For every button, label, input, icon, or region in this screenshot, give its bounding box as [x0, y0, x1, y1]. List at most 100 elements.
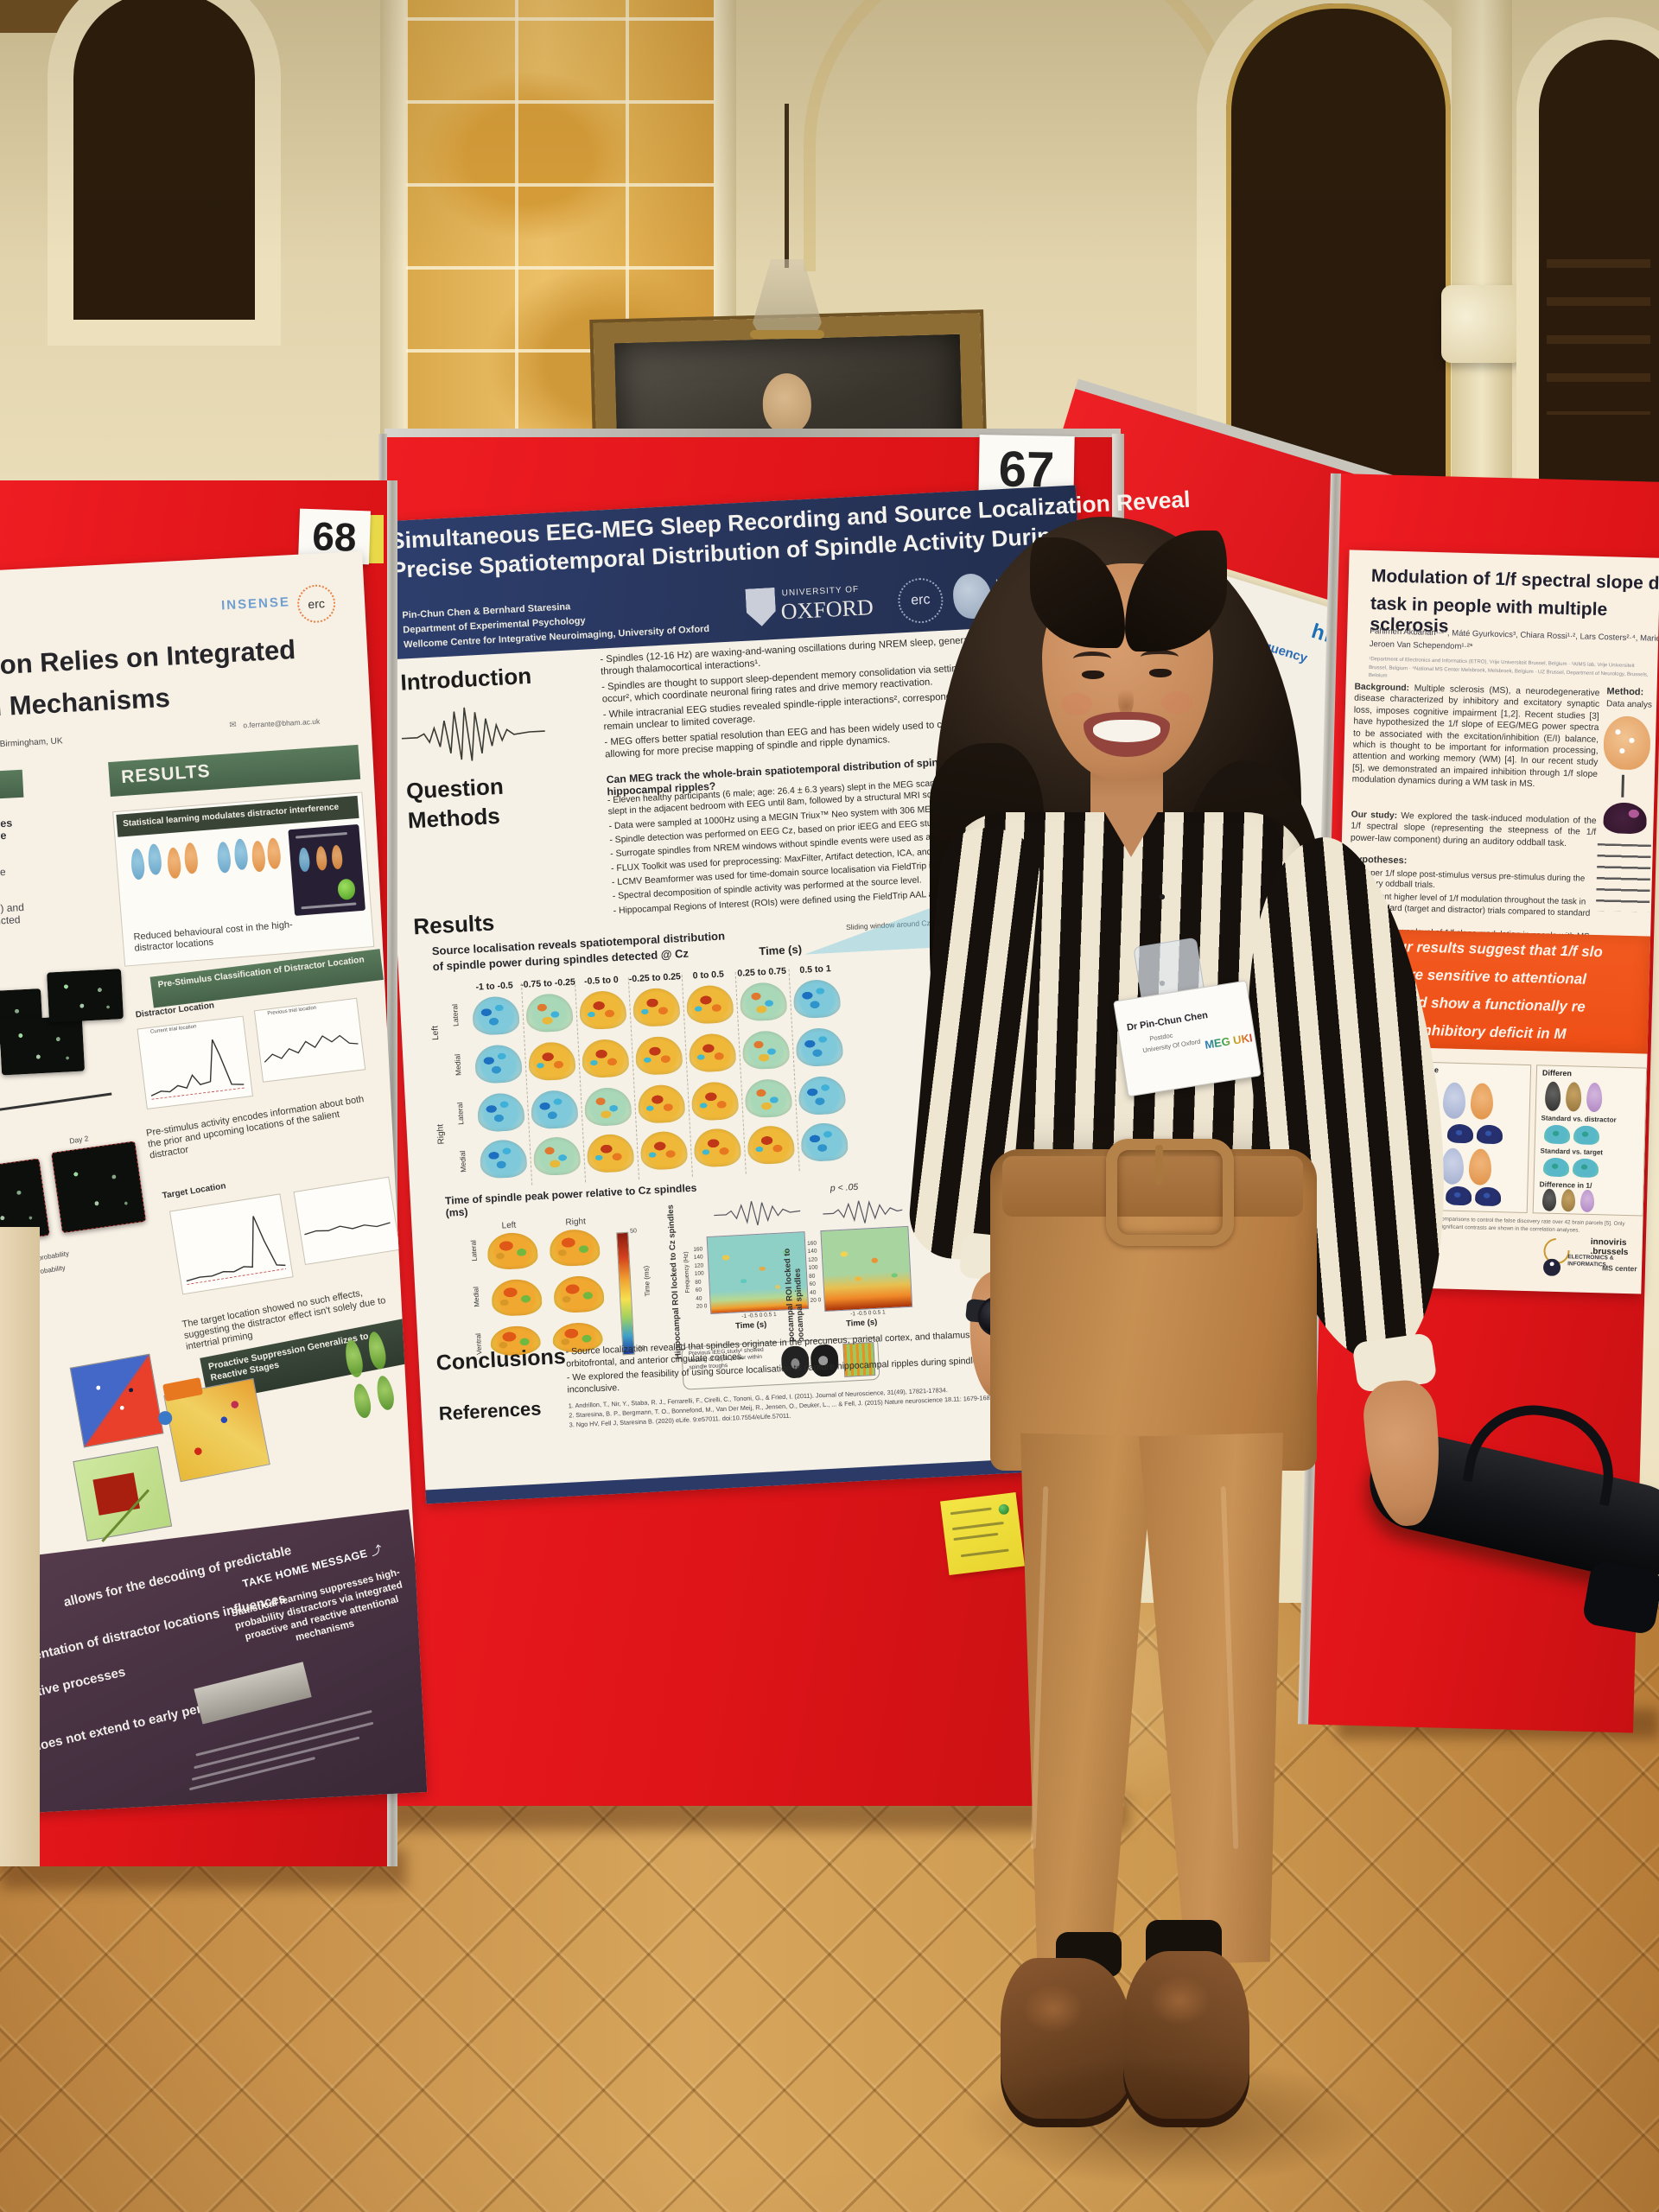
peak-row-lateral: Lateral [469, 1239, 479, 1262]
poster-67-paper: Simultaneous EEG-MEG Sleep Recording and… [374, 485, 1191, 1504]
day2-display [51, 1141, 147, 1234]
peak-col-left: Left [501, 1220, 517, 1231]
down-arrow [1621, 774, 1624, 798]
poster-board-67: 67 Simultaneous EEG-MEG Sleep Recording … [374, 429, 1191, 1806]
take-home-band: allows for the decoding of predictable s… [0, 1509, 428, 1815]
msca-face-icon [951, 572, 993, 620]
green-dot [337, 878, 356, 900]
peak-row-medial: Medial [472, 1286, 481, 1307]
violin-panel-a: s Post-stimulus 1/f slope [1335, 1059, 1532, 1214]
peak-col-right: Right [565, 1217, 587, 1228]
hypothesis-item: Significant higher level of 1/f modulati… [1351, 892, 1591, 924]
poster-68-title-line2: ional Mechanisms [0, 682, 171, 725]
banner-line: are sensitive to attentional [1401, 966, 1587, 988]
panel1-title: Statistical learning modulates distracto… [122, 802, 340, 830]
text-fragment: e how predicted [0, 913, 21, 929]
poster-1f-affiliations: ¹Department of Electronics and Informati… [1368, 657, 1649, 679]
freq-ticks-2: 160 140 120 100 80 60 40 20 0 [807, 1240, 822, 1304]
poster-1f-paper: Modulation of 1/f spectral slope dynamic… [1330, 550, 1659, 1294]
time-window-header: 0.5 to 1 [799, 963, 831, 976]
ms-center-logo: MS center [1601, 1263, 1637, 1274]
spec2-label: Hippocampal ROI locked to hippocampal sp… [782, 1248, 807, 1356]
colorbar-label: Time (ms) [642, 1265, 652, 1297]
meg-helmet-figure [1603, 715, 1651, 771]
background-label: Background: [1354, 682, 1410, 694]
colorbar-max: 50 [629, 1228, 638, 1235]
erc-dotted-icon: erc [296, 583, 337, 624]
spec1-time-label: Time (s) [734, 1319, 767, 1332]
methods-bullets: Eleven healthy participants (6 male; age… [607, 770, 1094, 919]
question-header: Question [405, 772, 505, 804]
poster-66-title-line2: -Anterior Cortical Plane [1115, 629, 1258, 687]
distractor-previous-chart: Previous trial location [253, 997, 366, 1083]
erc-68-text: erc [307, 596, 326, 612]
row-medial-label: Medial [458, 1150, 468, 1173]
target-current-chart [168, 1193, 294, 1295]
results-header: Results [412, 909, 495, 940]
group-left-label: Left [430, 1025, 442, 1041]
poster-68-paper: INSENSE erc ression Relies on Integrated… [0, 550, 428, 1815]
method-text: Data analys [1605, 699, 1653, 710]
results-header-bar: RESULTS [108, 744, 361, 798]
left-arch [48, 0, 281, 346]
intro-bullets: Spindles (12-16 Hz) are waxing-and-wanin… [600, 629, 1085, 765]
source-brain-figure [1603, 802, 1648, 835]
spindle-trace-icon [823, 1199, 903, 1224]
orange-results-banner: Our results suggest that 1/f slo are sen… [1336, 928, 1651, 1054]
banner-line: Our results suggest that 1/f slo [1386, 938, 1604, 961]
banner-line: and show a functionally re [1401, 994, 1586, 1015]
spec2-time-label: Time (s) [845, 1317, 878, 1329]
background-text: Multiple sclerosis (MS), a neurodegenera… [1351, 683, 1600, 790]
bag-pocket [1581, 1560, 1659, 1636]
row-medial-label: Medial [453, 1053, 463, 1077]
poster-1f-background: Background: Multiple sclerosis (MS), a n… [1352, 682, 1600, 792]
hypothesis-item: Steeper 1/f slope post-stimulus versus p… [1352, 868, 1586, 891]
violin-panel-b: Differen Standard vs. distractor Standar… [1532, 1065, 1648, 1217]
std-vs-target-label: Standard vs. target [1540, 1147, 1604, 1157]
intro-header: Introduction [399, 662, 532, 696]
poster-68-title-line1: ression Relies on Integrated [0, 634, 296, 683]
text-fragment: actors² [0, 839, 54, 857]
signal-traces-figure [1595, 843, 1651, 912]
poster-66-title-line1: tions in Alpha Peak Frequency [1124, 596, 1310, 666]
freq-axis-label: Frequency (Hz) [683, 1251, 691, 1294]
time-window-header: -0.5 to 0 [583, 975, 620, 988]
target-previous-chart [293, 1176, 401, 1266]
erc-logo-text: erc [910, 592, 931, 608]
insense-logo: INSENSE [220, 594, 291, 613]
poster-board-68: 68 INSENSE erc ression Relies on Integra… [0, 480, 428, 1866]
spectrogram-hpc-locked [820, 1225, 913, 1313]
etro-circle-logo [1542, 1258, 1561, 1277]
panel-b-title: Differen [1541, 1068, 1573, 1078]
intro-fragments: al regularities he proactive actors² thi… [0, 815, 58, 929]
contact-email: o.ferrante@bham.ac.uk [243, 716, 321, 730]
hypotheses-label: Hypotheses: [1350, 854, 1408, 867]
sticky-note-pin [998, 1503, 1010, 1516]
oxford-crest-icon [745, 588, 776, 627]
methods-header: Methods [407, 802, 501, 834]
poster-1f-our-study: Our study: We explored the task-induced … [1351, 810, 1597, 851]
lamp-rim [750, 330, 824, 339]
wall-corner-strip [0, 1227, 40, 1866]
spindle-waveform-icon [401, 707, 545, 761]
lamp-cord [785, 104, 789, 268]
distractor-current-chart: Current trial location [137, 1015, 254, 1109]
timeline-arrow [0, 1092, 112, 1116]
time-window-header: -0.75 to -0.25 [519, 976, 576, 990]
gallery-arch [804, 0, 1243, 271]
peak-colorbar [616, 1231, 635, 1356]
poster-1f-title-line1: Modulation of 1/f spectral slope dynamic… [1370, 566, 1659, 594]
target-location-label: Target Location [162, 1181, 227, 1201]
silver-rail-reflection [194, 1662, 312, 1725]
spindle-trace-icon [714, 1201, 801, 1226]
svm-figure [69, 1353, 164, 1448]
panel1-dark-subpanel [288, 823, 365, 917]
arch-balcony [1547, 259, 1650, 415]
arch-pillar [1452, 0, 1512, 501]
row-lateral-label: Lateral [450, 1003, 461, 1027]
time-window-header: -0.25 to 0.25 [628, 971, 682, 985]
references-header: References [438, 1397, 543, 1425]
innoviris-logo: innoviris .brussels [1590, 1236, 1629, 1258]
our-study-label: Our study: [1351, 810, 1398, 821]
